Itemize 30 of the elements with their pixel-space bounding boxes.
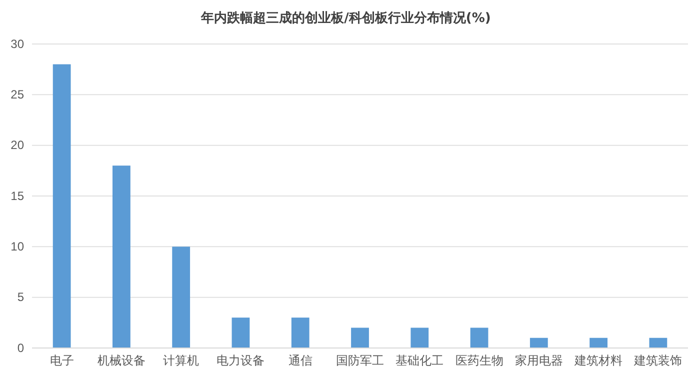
bar [470,328,488,348]
y-tick-label: 30 [10,36,24,51]
bar [112,166,130,348]
x-tick-label: 家用电器 [514,354,563,368]
y-tick-label: 0 [17,340,24,355]
x-tick-label: 机械设备 [97,354,146,368]
y-tick-label: 5 [17,290,24,304]
x-tick-label: 基础化工 [396,354,444,368]
bar [291,318,310,348]
x-tick-label: 电力设备 [216,354,265,368]
y-tick-label: 20 [10,138,24,152]
bar [351,328,369,348]
bar [649,338,668,348]
chart-title: 年内跌幅超三成的创业板/科创板行业分布情况(%) [200,11,491,26]
bar [590,338,608,348]
x-tick-label: 电子 [50,354,74,368]
bar [52,64,71,348]
bar [410,328,429,348]
bar [530,338,548,348]
x-tick-label: 通信 [288,354,312,368]
x-tick-label: 计算机 [163,354,200,368]
y-tick-label: 10 [10,240,24,254]
bar [232,318,250,348]
y-tick-label: 25 [10,88,24,102]
x-tick-label: 建筑装饰 [633,354,682,368]
x-tick-label: 国防军工 [336,354,384,368]
bar [172,246,190,348]
y-tick-label: 15 [10,188,24,203]
x-tick-label: 建筑材料 [574,354,623,368]
x-tick-label: 医药生物 [455,354,504,368]
